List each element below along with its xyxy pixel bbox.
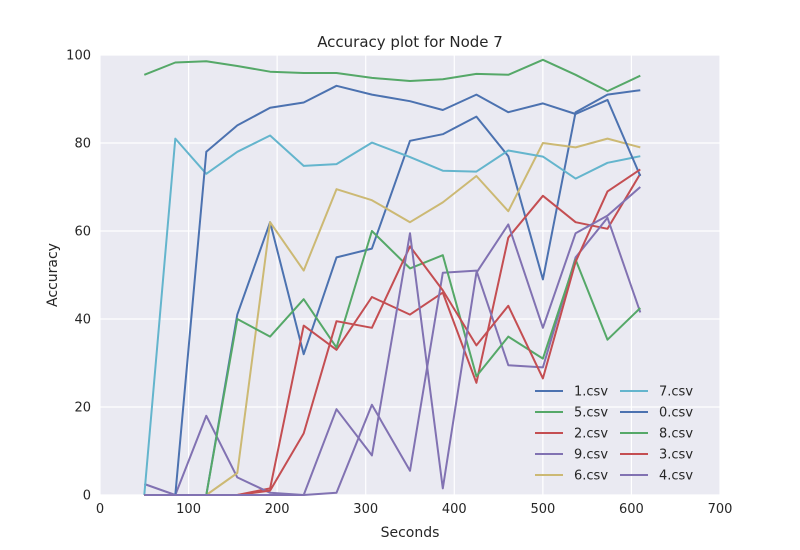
y-tick-label: 60 bbox=[74, 225, 91, 240]
legend-entry: 6.csv bbox=[574, 469, 608, 484]
series-line-7 bbox=[143, 134, 641, 496]
series-line-5 bbox=[143, 58, 641, 93]
series-line-9 bbox=[143, 216, 642, 496]
series-line-8 bbox=[144, 230, 641, 496]
x-tick-label: 200 bbox=[265, 502, 290, 517]
x-tick-label: 700 bbox=[708, 502, 733, 517]
x-tick-label: 400 bbox=[442, 502, 467, 517]
x-tick-labels: 0 100 200 300 400 500 600 700 bbox=[96, 502, 733, 517]
legend: 1.csv 5.csv 2.csv 9.csv 6.csv 7.csv 0.csv 8.csv… bbox=[535, 385, 693, 484]
legend-entry: 5.csv bbox=[574, 406, 608, 421]
series-line-4 bbox=[144, 186, 641, 496]
series-line-0 bbox=[144, 84, 642, 496]
legend-entry: 9.csv bbox=[574, 448, 608, 463]
y-tick-label: 0 bbox=[83, 489, 91, 504]
series-lines bbox=[143, 58, 642, 496]
x-tick-label: 500 bbox=[530, 502, 555, 517]
x-tick-label: 0 bbox=[96, 502, 104, 517]
legend-entry: 7.csv bbox=[659, 385, 693, 400]
legend-entry: 4.csv bbox=[659, 469, 693, 484]
legend-entry: 8.csv bbox=[659, 427, 693, 442]
legend-entry: 3.csv bbox=[659, 448, 693, 463]
y-tick-label: 20 bbox=[74, 401, 91, 416]
legend-entry: 0.csv bbox=[659, 406, 693, 421]
y-tick-labels: 0 20 40 60 80 100 bbox=[66, 49, 91, 504]
chart-title: Accuracy plot for Node 7 bbox=[317, 33, 503, 51]
y-tick-label: 40 bbox=[74, 313, 91, 328]
x-tick-label: 300 bbox=[353, 502, 378, 517]
legend-entry: 1.csv bbox=[574, 385, 608, 400]
x-tick-label: 100 bbox=[176, 502, 201, 517]
x-axis-label: Seconds bbox=[381, 525, 440, 541]
y-tick-label: 100 bbox=[66, 49, 91, 64]
y-axis-label: Accuracy bbox=[45, 243, 61, 307]
legend-entry: 2.csv bbox=[574, 427, 608, 442]
series-line-6 bbox=[144, 137, 641, 496]
x-tick-label: 600 bbox=[619, 502, 644, 517]
y-tick-label: 80 bbox=[74, 137, 91, 152]
